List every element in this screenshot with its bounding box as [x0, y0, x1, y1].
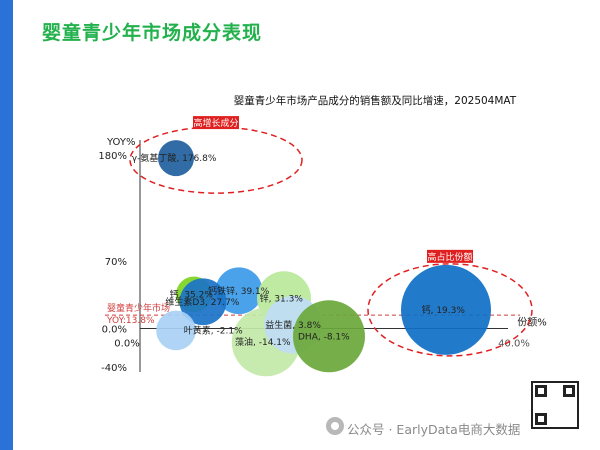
- bubble-label: 藻油, -14.1%: [235, 336, 291, 348]
- high-share-ellipse: [367, 263, 533, 357]
- chart-title: 婴童青少年市场产品成分的销售额及同比增速，202504MAT: [233, 95, 517, 107]
- x-tick-label: 0.0%: [114, 338, 139, 349]
- bubble: [158, 140, 194, 177]
- reference-value-label: YOY:13.8%: [106, 316, 155, 326]
- high-growth-tag: 高增长成分: [193, 117, 238, 129]
- bubble-label: γ-氨基丁酸, 176.8%: [132, 152, 217, 164]
- y-tick-label: 0.0%: [102, 324, 127, 335]
- bubble-label: 叶黄素, -2.1%: [184, 324, 243, 336]
- y-tick-label: 180%: [98, 151, 127, 162]
- bubble-label: 锌, 31.3%: [260, 292, 304, 304]
- slide-title: 婴童青少年市场成分表现: [42, 22, 263, 44]
- bubble-label: DHA, -8.1%: [298, 332, 350, 342]
- wechat-logo-icon: [326, 417, 344, 435]
- x-tick-label: 40.0%: [498, 338, 530, 349]
- left-accent-bar: [0, 0, 13, 450]
- bubble: [215, 267, 263, 315]
- y-tick-label: -40%: [101, 363, 127, 374]
- bubble: [156, 310, 196, 351]
- bubble-label: 钙, 19.3%: [422, 304, 466, 316]
- bubble: [179, 278, 227, 326]
- y-axis-label: YOY%: [106, 137, 136, 148]
- high-growth-tag-bg: [193, 116, 239, 130]
- high-share-tag-bg: [427, 249, 473, 263]
- bubble-label: 益生菌, 3.8%: [265, 319, 321, 331]
- watermark-text: 公众号 · EarlyData电商大数据: [347, 422, 521, 437]
- reference-label: 婴童青少年市场: [107, 302, 170, 314]
- bubble-label: 钙铁锌, 39.1%: [208, 285, 270, 297]
- high-share-tag: 高占比份额: [427, 251, 472, 263]
- y-tick-label: 70%: [105, 257, 127, 268]
- bubble-label: 钙, 35.2%: [170, 289, 214, 301]
- bubble: [401, 264, 491, 355]
- bubble: [293, 300, 365, 373]
- bubble-label: 维生素D3, 27.7%: [165, 296, 239, 308]
- qr-code-icon: [531, 381, 579, 429]
- x-axis-label: 份额%: [517, 315, 547, 328]
